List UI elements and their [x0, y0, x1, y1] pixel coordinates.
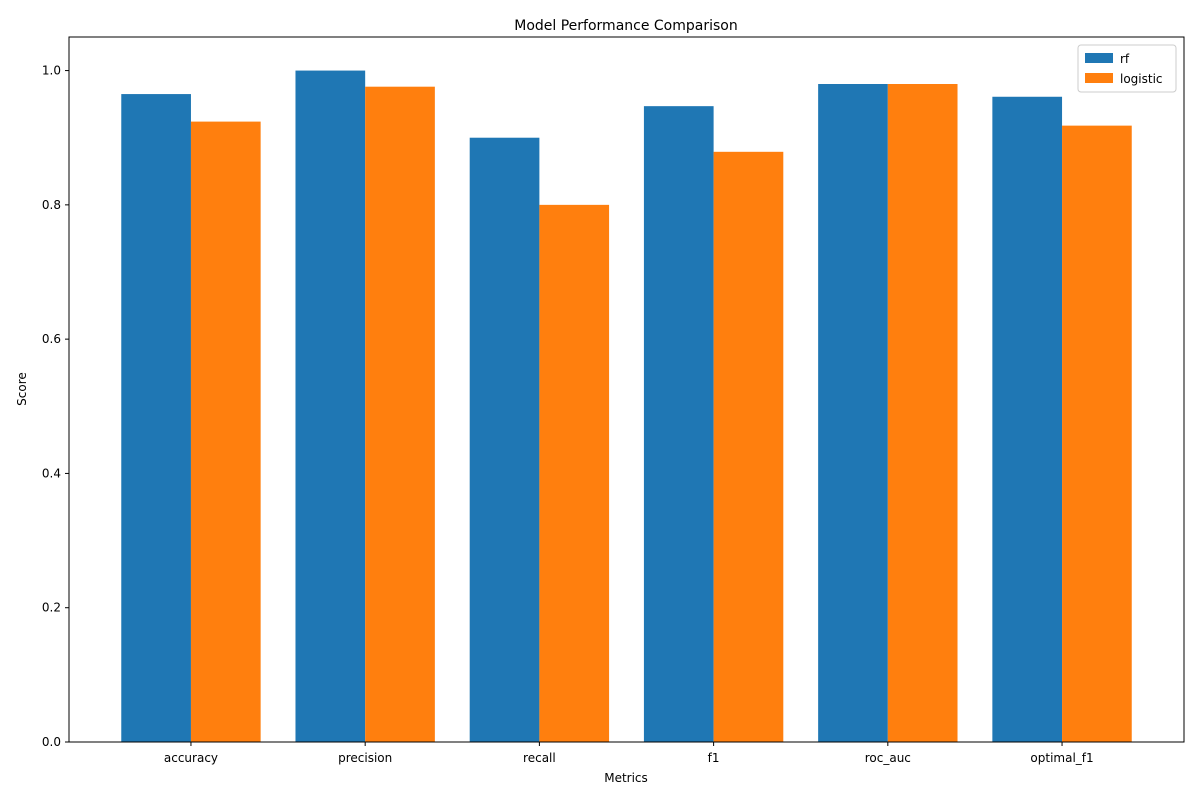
- x-tick-label: accuracy: [164, 751, 218, 765]
- bar-logistic-roc_auc: [887, 84, 958, 742]
- bar-logistic-accuracy: [190, 121, 261, 743]
- y-tick-label: 0.2: [42, 601, 61, 615]
- bar-logistic-f1: [713, 151, 784, 742]
- bar-rf-roc_auc: [818, 84, 888, 742]
- bar-rf-accuracy: [121, 94, 191, 742]
- legend: rf logistic: [1077, 44, 1177, 93]
- x-tick-label: optimal_f1: [1030, 751, 1093, 765]
- axes-frame: [68, 36, 1185, 743]
- bar-logistic-recall: [539, 204, 610, 743]
- y-axis-label: Score: [15, 372, 29, 406]
- y-tick-label: 1.0: [42, 64, 61, 78]
- x-tick-label: f1: [708, 751, 720, 765]
- y-tick-label: 0.6: [42, 332, 61, 346]
- x-tick-label: recall: [523, 751, 556, 765]
- x-tick-label: precision: [338, 751, 392, 765]
- bar-rf-recall: [469, 137, 540, 742]
- x-tick-label: roc_auc: [865, 751, 911, 765]
- legend-label-logistic: logistic: [1120, 72, 1163, 86]
- legend-label-rf: rf: [1120, 52, 1130, 66]
- bar-rf-f1: [643, 106, 714, 742]
- y-tick-label: 0.8: [42, 198, 61, 212]
- y-tick-label: 0.0: [42, 735, 61, 749]
- chart-title: Model Performance Comparison: [514, 18, 737, 34]
- bar-logistic-precision: [365, 86, 435, 742]
- y-tick-label: 0.4: [42, 466, 61, 480]
- bar-rf-optimal_f1: [992, 96, 1063, 742]
- bar-rf-precision: [295, 70, 366, 742]
- plot-area: accuracy precision recall f1 roc_auc optimal_…: [42, 36, 1185, 765]
- bar-logistic-optimal_f1: [1062, 125, 1132, 742]
- legend-swatch-rf: [1085, 53, 1113, 63]
- x-axis-label: Metrics: [604, 771, 648, 785]
- legend-swatch-logistic: [1085, 73, 1113, 83]
